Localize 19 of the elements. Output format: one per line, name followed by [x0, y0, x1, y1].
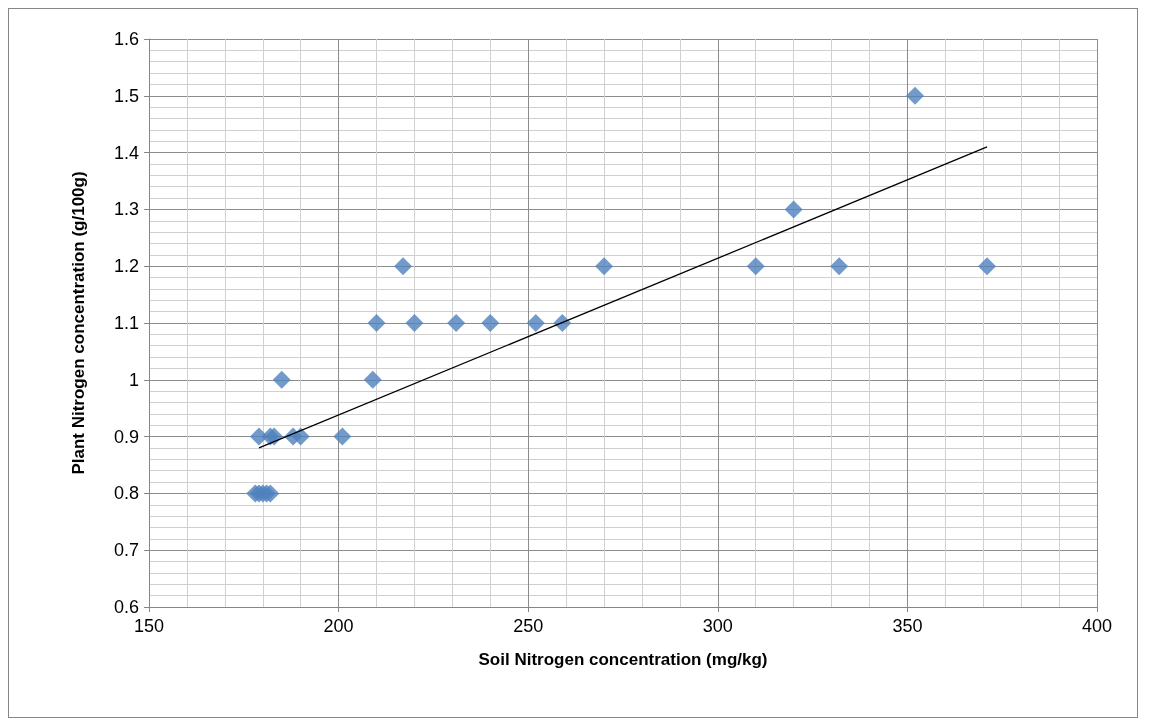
x-tick-label: 150 — [133, 616, 165, 636]
y-tick-label: 1 — [128, 369, 139, 390]
y-tick-label: 1.5 — [113, 85, 139, 106]
x-tick-label: 350 — [892, 616, 923, 636]
x-tick-label: 300 — [702, 616, 733, 636]
y-tick-label: 1.1 — [113, 313, 139, 333]
y-axis-title: Plant Nitrogen concentration (g/100g) — [69, 171, 88, 475]
y-tick-label: 0.8 — [113, 483, 139, 504]
x-axis-title: Soil Nitrogen concentration (mg/kg) — [478, 650, 768, 669]
y-tick-label: 1.2 — [113, 256, 139, 277]
y-tick-label: 1.4 — [113, 142, 139, 163]
y-tick-label: 0.9 — [113, 426, 139, 447]
y-tick-label: 0.7 — [113, 540, 139, 561]
y-tick-label: 1.6 — [113, 29, 139, 49]
x-tick-label: 250 — [513, 616, 544, 636]
x-tick-label: 400 — [1081, 616, 1113, 636]
y-tick-label: 1.3 — [113, 199, 139, 220]
y-tick-label: 0.6 — [113, 597, 139, 617]
x-tick-label: 200 — [323, 616, 354, 636]
